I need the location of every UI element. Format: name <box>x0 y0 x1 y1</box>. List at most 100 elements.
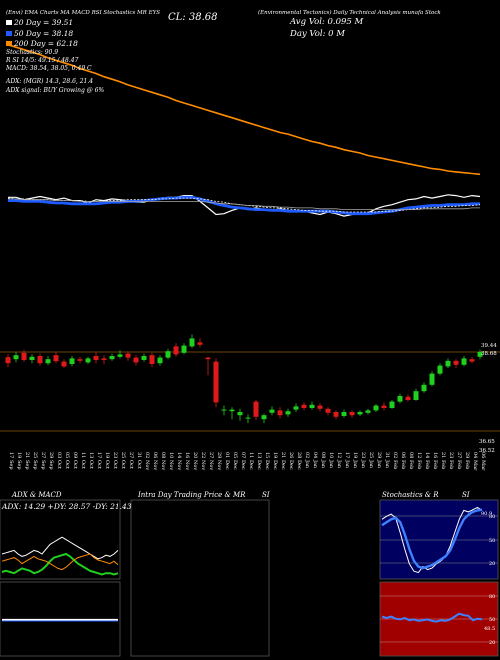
candle <box>53 352 59 364</box>
candle <box>381 402 387 411</box>
candle <box>109 353 115 361</box>
stoch-d-line <box>381 508 483 570</box>
candle <box>397 393 403 404</box>
candle-body <box>93 356 99 360</box>
candle <box>125 351 131 361</box>
adx-lines <box>1 536 119 576</box>
candle-body <box>341 412 347 416</box>
stochastics-panel-frame <box>379 499 499 580</box>
candle-body <box>85 358 91 363</box>
candle-body <box>69 358 75 364</box>
intraday-si-label: SI <box>262 491 270 499</box>
ema-200-label: 200 Day = 62.18 <box>14 39 78 48</box>
candle <box>405 394 411 402</box>
candle <box>245 414 251 424</box>
date-tick-label: 10 Jan <box>328 452 334 469</box>
candle <box>285 408 291 417</box>
candle-body <box>13 355 19 360</box>
date-tick-label: 21 Sep <box>24 452 30 470</box>
date-tick-label: 27 Feb <box>456 452 462 469</box>
candle-body <box>29 356 35 360</box>
date-tick-label: 29 Jan <box>376 452 382 469</box>
stoch-k-line <box>381 506 483 574</box>
price-label-low2: 36.52 <box>479 448 495 454</box>
candle <box>365 408 371 415</box>
date-tick-label: 02 Feb <box>392 452 398 469</box>
date-tick-label: 12 Feb <box>416 452 422 469</box>
candle <box>5 354 11 368</box>
candle <box>141 353 147 362</box>
candle-body <box>173 346 179 355</box>
candle <box>117 350 123 359</box>
candle <box>21 349 27 362</box>
candle-body <box>53 355 59 362</box>
close-label: CL: 38.68 <box>168 12 218 23</box>
candle-body <box>469 359 475 362</box>
candle-body <box>109 356 115 360</box>
candle <box>77 356 83 364</box>
candle-body <box>61 361 67 367</box>
candle-body <box>357 412 363 415</box>
candle-body <box>197 342 203 345</box>
candle <box>29 354 35 364</box>
candle <box>477 349 483 360</box>
date-axis: 17 Sep 19 Sep 21 Sep 25 Sep 27 Sep 29 Sep 03 O… <box>8 452 486 471</box>
rsi-lines <box>381 612 483 623</box>
date-tick-label: 27 Nov <box>208 452 214 470</box>
candle-body <box>437 365 443 374</box>
rsi-tick-80: 80 <box>489 594 495 600</box>
candle <box>101 355 107 364</box>
candle <box>213 358 219 408</box>
candle-body <box>5 357 11 364</box>
candle-body <box>421 384 427 392</box>
candle-body <box>269 409 275 413</box>
candle-body <box>293 406 299 410</box>
candle <box>61 359 67 368</box>
candle-body <box>413 391 419 400</box>
candle <box>277 407 283 419</box>
moving-average-lines <box>7 44 481 217</box>
date-tick-label: 17 Jan <box>344 452 350 469</box>
candle <box>349 410 355 418</box>
date-tick-label: 19 Sep <box>16 452 22 470</box>
candle <box>149 352 155 368</box>
candle-body <box>245 417 251 419</box>
stochastics-title: Stochastics & R <box>382 491 439 499</box>
candle <box>301 402 307 411</box>
date-tick-label: 12 Jan <box>336 452 342 469</box>
candle <box>429 371 435 387</box>
date-tick-label: 26 Dec <box>288 452 294 470</box>
ema-100-line <box>8 198 480 211</box>
candle-body <box>77 359 83 361</box>
stochastics-panel: 80 50 20 90.9 80 50 20 48.5 <box>379 499 499 657</box>
candle <box>389 400 395 409</box>
rsi-readout: R SI 14/5: 49.15 / 48.47 <box>6 57 79 64</box>
intraday-title: Intra Day Trading Price & MR <box>138 491 246 499</box>
candle-body <box>333 412 339 417</box>
candle-body <box>477 352 483 357</box>
date-tick-label: 19 Jan <box>352 452 358 469</box>
date-tick-label: 27 Sep <box>40 452 46 470</box>
candle <box>437 363 443 376</box>
candle <box>373 404 379 412</box>
candle <box>413 388 419 401</box>
date-tick-label: 17 Sep <box>8 452 14 470</box>
price-label-top: 39.44 <box>481 343 497 349</box>
date-tick-label: 16 Feb <box>432 452 438 469</box>
day-volume: Day Vol: 0 M <box>290 29 345 39</box>
candle-body <box>277 410 283 416</box>
date-tick-label: 25 Jan <box>368 452 374 469</box>
ema-50-swatch <box>6 31 12 36</box>
candle-body <box>309 404 315 408</box>
adx-line <box>1 536 119 560</box>
candle <box>85 356 91 364</box>
candle-body <box>301 404 307 408</box>
date-tick-label: 06 Feb <box>400 452 406 469</box>
candle-body <box>317 405 323 409</box>
date-tick-label: 22 Nov <box>200 452 206 470</box>
candle-body <box>365 410 371 413</box>
ema-50-label: 50 Day = 38.18 <box>14 29 74 38</box>
candle-body <box>165 351 171 358</box>
candle <box>221 405 227 416</box>
date-tick-label: 29 Feb <box>464 452 470 469</box>
